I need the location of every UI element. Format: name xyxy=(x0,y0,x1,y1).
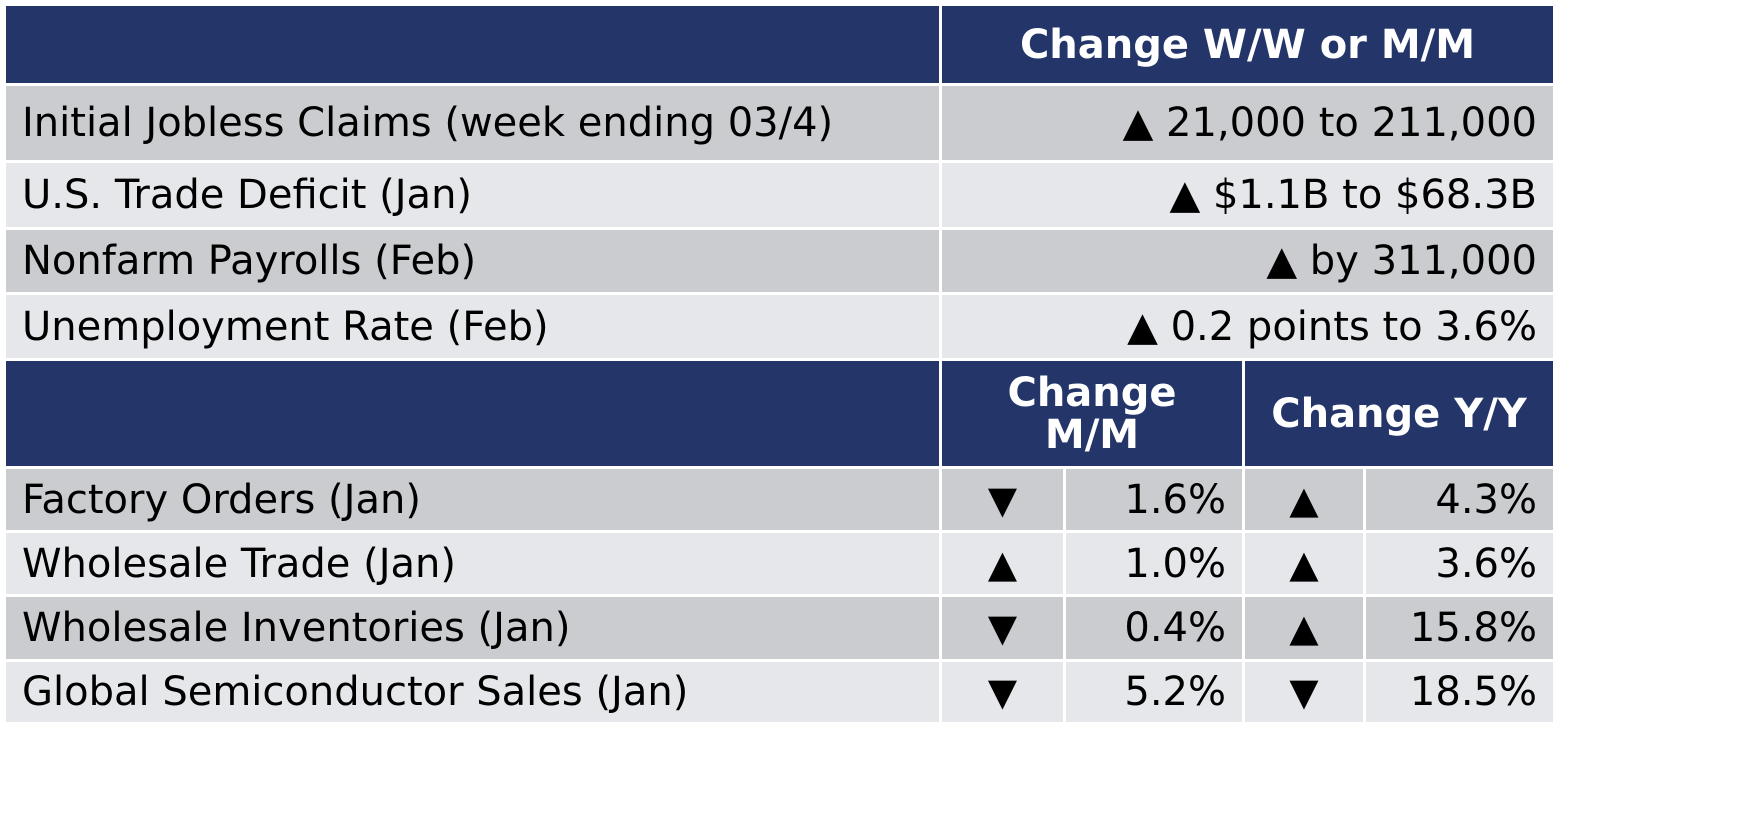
table-row: Wholesale Trade (Jan) ▲ 1.0% ▲ 3.6% xyxy=(6,533,1553,597)
table-row: Factory Orders (Jan) ▼ 1.6% ▲ 4.3% xyxy=(6,469,1553,533)
mm-value: 5.2% xyxy=(1066,662,1245,725)
row-label: Wholesale Inventories (Jan) xyxy=(6,597,942,662)
row-label: Unemployment Rate (Feb) xyxy=(6,295,942,361)
header-change-mm: Change M/M xyxy=(942,361,1245,469)
mm-value: 1.6% xyxy=(1066,469,1245,533)
mm-value: 1.0% xyxy=(1066,533,1245,597)
row-value: ▲ $1.1B to $68.3B xyxy=(942,163,1553,230)
economic-indicators-table: Change W/W or M/M Initial Jobless Claims… xyxy=(6,6,1553,725)
mm-direction-icon: ▲ xyxy=(942,533,1066,597)
header-change-ww-mm: Change W/W or M/M xyxy=(942,6,1553,86)
yy-direction-icon: ▲ xyxy=(1245,597,1366,662)
table-header-weekly: Change W/W or M/M xyxy=(6,6,1553,86)
yy-value: 3.6% xyxy=(1366,533,1553,597)
row-label: Factory Orders (Jan) xyxy=(6,469,942,533)
yy-value: 15.8% xyxy=(1366,597,1553,662)
header-change-yy: Change Y/Y xyxy=(1245,361,1553,469)
table-row: Global Semiconductor Sales (Jan) ▼ 5.2% … xyxy=(6,662,1553,725)
row-label: Nonfarm Payrolls (Feb) xyxy=(6,230,942,295)
mm-value: 0.4% xyxy=(1066,597,1245,662)
yy-direction-icon: ▲ xyxy=(1245,469,1366,533)
yy-direction-icon: ▼ xyxy=(1245,662,1366,725)
header-change-mm-text: Change M/M xyxy=(1007,369,1177,458)
table-row: Unemployment Rate (Feb) ▲ 0.2 points to … xyxy=(6,295,1553,361)
table-row: U.S. Trade Deficit (Jan) ▲ $1.1B to $68.… xyxy=(6,163,1553,230)
row-value: ▲ 21,000 to 211,000 xyxy=(942,86,1553,163)
mm-direction-icon: ▼ xyxy=(942,597,1066,662)
row-label: Wholesale Trade (Jan) xyxy=(6,533,942,597)
table-row: Nonfarm Payrolls (Feb) ▲ by 311,000 xyxy=(6,230,1553,295)
mm-direction-icon: ▼ xyxy=(942,662,1066,725)
yy-value: 18.5% xyxy=(1366,662,1553,725)
header-blank-cell xyxy=(6,361,942,469)
yy-direction-icon: ▲ xyxy=(1245,533,1366,597)
row-label: Initial Jobless Claims (week ending 03/4… xyxy=(6,86,942,163)
mm-direction-icon: ▼ xyxy=(942,469,1066,533)
row-value: ▲ by 311,000 xyxy=(942,230,1553,295)
table-row: Wholesale Inventories (Jan) ▼ 0.4% ▲ 15.… xyxy=(6,597,1553,662)
yy-value: 4.3% xyxy=(1366,469,1553,533)
row-label: Global Semiconductor Sales (Jan) xyxy=(6,662,942,725)
table-row: Initial Jobless Claims (week ending 03/4… xyxy=(6,86,1553,163)
header-blank-cell xyxy=(6,6,942,86)
row-label: U.S. Trade Deficit (Jan) xyxy=(6,163,942,230)
table-header-monthly: Change M/M Change Y/Y xyxy=(6,361,1553,469)
row-value: ▲ 0.2 points to 3.6% xyxy=(942,295,1553,361)
